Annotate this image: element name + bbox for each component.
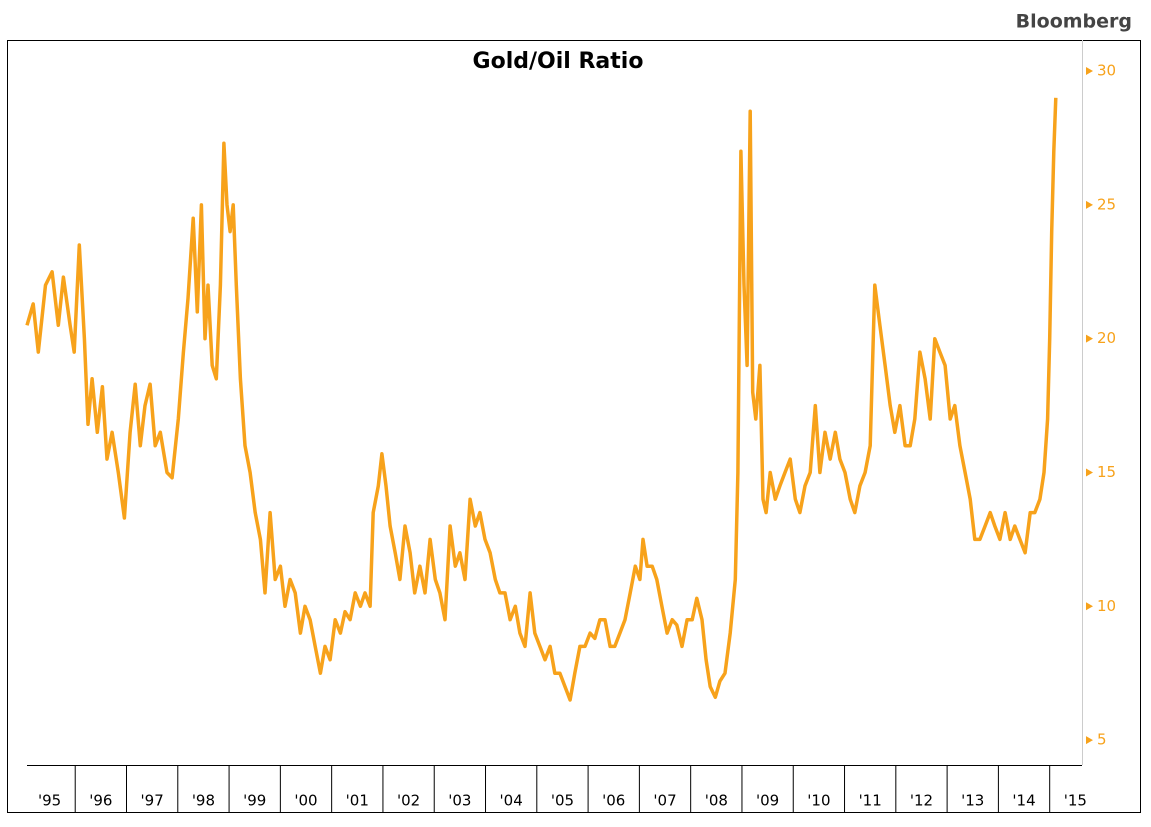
x-tick-label: '97: [141, 792, 164, 810]
x-tick-label: '15: [1064, 792, 1087, 810]
chart-title: Gold/Oil Ratio: [473, 49, 644, 74]
x-tick-label: '99: [243, 792, 266, 810]
source-label: Bloomberg: [1016, 11, 1132, 33]
x-tick-label: '12: [910, 792, 933, 810]
x-tick-label: '14: [1012, 792, 1035, 810]
x-tick-label: '95: [38, 792, 61, 810]
x-tick-label: '02: [397, 792, 420, 810]
x-tick-label: '13: [961, 792, 984, 810]
x-tick-label: '96: [89, 792, 112, 810]
x-tick-label: '98: [192, 792, 215, 810]
x-tick-label: '08: [705, 792, 728, 810]
x-tick-label: '04: [500, 792, 523, 810]
y-tick-label: 15: [1097, 463, 1116, 481]
y-tick: [1086, 334, 1093, 343]
x-tick-label: '03: [448, 792, 471, 810]
y-tick: [1086, 602, 1093, 611]
x-tick-label: '00: [294, 792, 317, 810]
plot-frame: [7, 40, 1141, 813]
y-tick-label: 10: [1097, 597, 1116, 615]
x-tick-label: '09: [756, 792, 779, 810]
x-tick-label: '10: [807, 792, 830, 810]
y-tick-label: 5: [1097, 731, 1107, 749]
y-tick: [1086, 468, 1093, 477]
y-tick-label: 20: [1097, 329, 1116, 347]
x-tick-label: '11: [859, 792, 882, 810]
y-tick: [1086, 736, 1093, 745]
x-tick-label: '01: [346, 792, 369, 810]
y-tick: [1086, 200, 1093, 209]
x-tick-label: '05: [551, 792, 574, 810]
data-line: [25, 97, 1058, 702]
x-tick-label: '07: [653, 792, 676, 810]
x-tick-label: '06: [602, 792, 625, 810]
y-tick: [1086, 67, 1093, 76]
y-tick-label: 30: [1097, 62, 1116, 80]
y-tick-label: 25: [1097, 195, 1116, 213]
